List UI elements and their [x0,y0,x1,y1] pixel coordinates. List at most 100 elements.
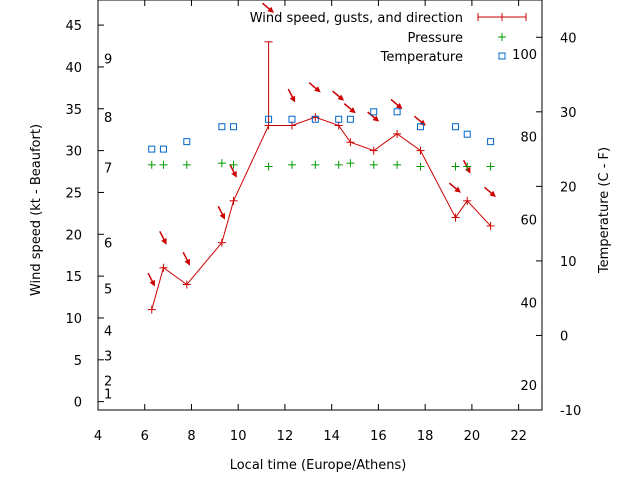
y-tick-label: 35 [65,103,82,118]
wind-point [287,121,296,130]
temperature-point [393,108,401,116]
arrow-head [267,6,274,13]
wind-point [147,305,156,314]
arrow-head [161,237,167,245]
plot-frame [97,0,543,411]
pressure-point [264,162,273,171]
wind-point [486,221,495,230]
pressure-point [229,160,238,169]
arrow-shaft [217,205,224,216]
legend-marker [498,52,506,60]
wind-point [229,196,238,205]
pressure-point [147,160,156,169]
x-tick-label: 12 [277,429,294,444]
beaufort-tick-label: 6 [104,237,112,252]
arrow-shaft [390,98,400,107]
pressure-point [159,160,168,169]
y2-tick-label: 20 [560,180,577,195]
wind-point [159,263,168,272]
pressure-point [463,162,472,171]
y-tick-label: 45 [65,19,82,34]
wind-point [463,196,472,205]
arrow-head [419,119,426,126]
wind-direction-arrow [147,272,155,287]
pressure-point [369,160,378,169]
arrow-shaft [159,231,166,241]
temperature-point [463,130,471,138]
x-tick-label: 8 [187,429,195,444]
arrow-shaft [261,2,271,11]
arrow-shaft [287,88,294,99]
y-tick-label: 5 [74,354,82,369]
temperature-point [452,123,460,131]
beaufort-tick-label: 9 [104,53,112,68]
legend-label: Pressure [407,31,463,46]
wind-direction-arrow [308,82,321,93]
temperature-point [416,123,424,131]
fahrenheit-tick-label: 40 [520,296,537,311]
wind-point [346,138,355,147]
y-axis-label: Wind speed (kt - Beaufort) [29,124,44,296]
wind-direction-arrow [367,111,380,122]
x-tick-label: 18 [417,429,434,444]
legend: Wind speed, gusts, and direction Pressure… [250,11,527,65]
wind-direction-arrow [448,182,461,193]
legend-label: Temperature [380,50,463,65]
temperature-point [218,123,226,131]
arrow-head [231,171,237,178]
pressure-point [287,160,296,169]
beaufort-tick-label: 3 [104,350,112,365]
temperature-point [265,115,273,123]
pressure-point [311,160,320,169]
wind-direction-arrow [343,103,356,114]
pressure-point [334,160,343,169]
arrow-head [337,94,345,101]
wind-direction-arrow [217,205,226,220]
wind-direction-arrow [332,90,345,101]
arrow-shaft [448,182,458,191]
x-tick-label: 20 [464,429,481,444]
y2-tick-label: -10 [560,404,581,419]
wind-point [182,280,191,289]
y2-tick-label: 10 [560,255,577,270]
y2-tick-label: 30 [560,106,577,121]
arrow-head [349,107,356,114]
pressure-point [217,159,226,168]
arrow-shaft [343,103,353,111]
temperature-point [346,115,354,123]
temperature-point [335,115,343,123]
y-tick-label: 40 [65,61,82,76]
temperature-point [183,138,191,146]
fahrenheit-tick-label: 80 [520,131,537,146]
beaufort-tick-label: 1 [104,387,112,402]
wind-direction-arrow [261,2,274,13]
pressure-point [182,160,191,169]
temperature-point [370,108,378,116]
arrow-head [314,86,321,93]
arrow-head [149,279,155,287]
arrow-shaft [332,90,341,99]
beaufort-tick-label: 2 [104,375,112,390]
wind-point [217,238,226,247]
x-tick-label: 6 [141,429,149,444]
beaufort-tick-label: 5 [104,283,112,298]
legend-label: Wind speed, gusts, and direction [250,11,463,26]
y-tick-label: 30 [65,145,82,160]
x-axis-label: Local time (Europe/Athens) [230,458,407,473]
wind-series [147,2,496,314]
wind-point [334,121,343,130]
temperature-point [159,145,167,153]
arrow-head [454,186,461,193]
arrow-shaft [229,164,236,174]
wind-direction-arrow [287,88,296,103]
series-layer [147,2,496,314]
arrow-shaft [147,272,154,283]
x-tick-label: 14 [323,429,340,444]
wind-point [369,146,378,155]
fahrenheit-tick-label: 20 [520,379,537,394]
beaufort-tick-label: 7 [104,161,112,176]
wind-direction-arrow [159,231,167,245]
arrow-shaft [308,82,318,90]
temperature-point [487,138,495,146]
axis-ticks [97,0,542,411]
